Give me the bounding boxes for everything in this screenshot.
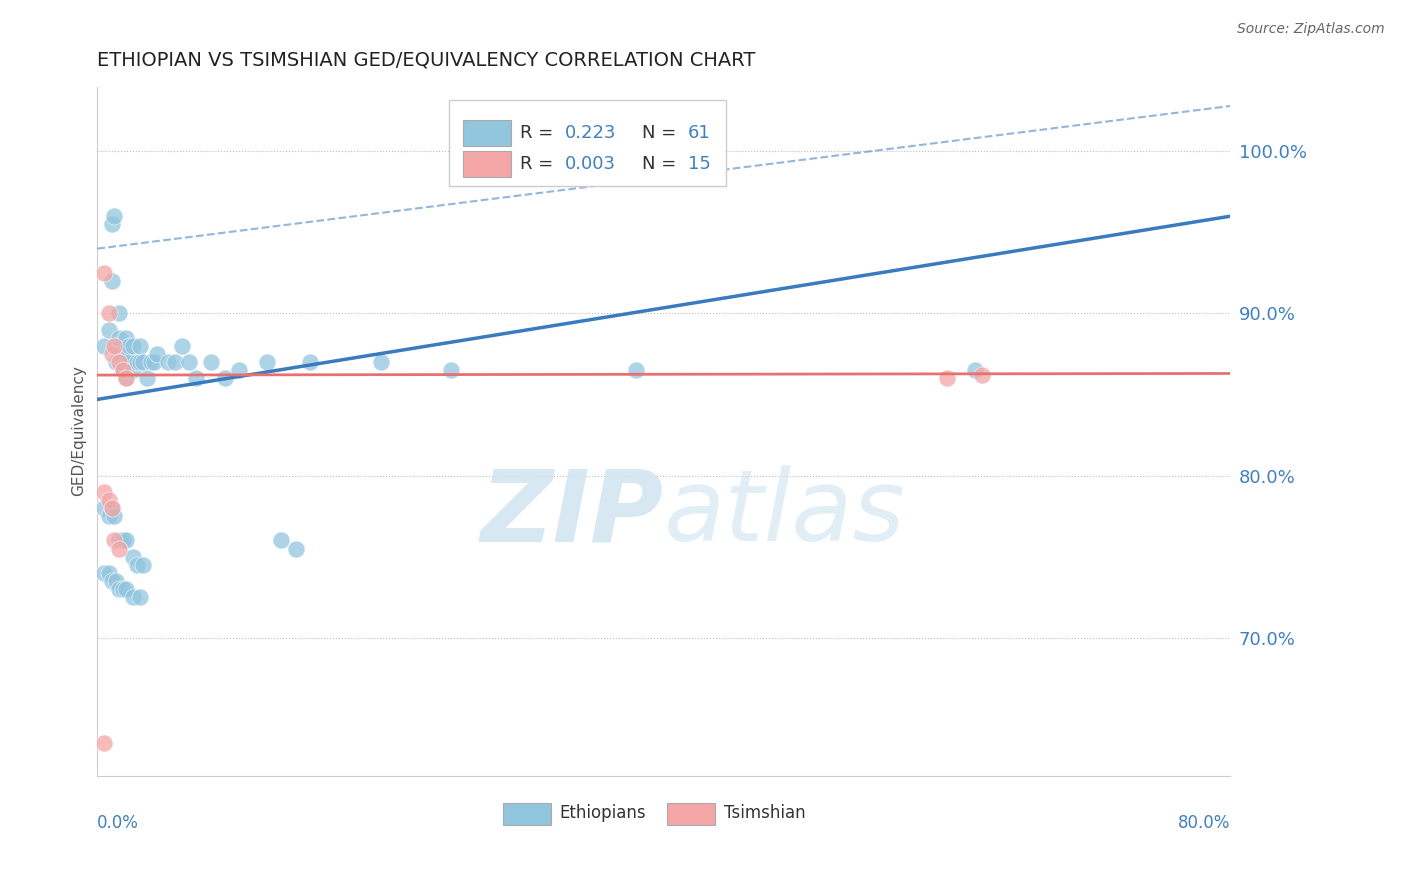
Text: Ethiopians: Ethiopians	[560, 805, 647, 822]
Point	[121, 363, 143, 377]
Point	[157, 355, 180, 369]
Point	[107, 355, 129, 369]
Text: Tsimshian: Tsimshian	[724, 805, 806, 822]
Point	[100, 501, 122, 516]
Point	[93, 484, 115, 499]
Point	[107, 582, 129, 596]
Point	[111, 582, 134, 596]
Text: 80.0%: 80.0%	[1178, 814, 1230, 832]
Point	[111, 363, 134, 377]
Point	[103, 509, 125, 524]
Point	[143, 355, 166, 369]
FancyBboxPatch shape	[464, 120, 510, 146]
Point	[93, 566, 115, 580]
Text: 15: 15	[688, 154, 710, 173]
Text: R =: R =	[520, 124, 560, 143]
Point	[114, 371, 136, 385]
Point	[370, 355, 392, 369]
Point	[135, 371, 157, 385]
Point	[100, 501, 122, 516]
Point	[97, 306, 120, 320]
Point	[131, 355, 153, 369]
Point	[104, 574, 127, 588]
Text: 0.003: 0.003	[565, 154, 616, 173]
Point	[100, 217, 122, 231]
Point	[121, 590, 143, 604]
Point	[200, 355, 222, 369]
Point	[111, 355, 134, 369]
Point	[298, 355, 321, 369]
Point	[128, 590, 150, 604]
Point	[93, 736, 115, 750]
FancyBboxPatch shape	[503, 803, 551, 825]
Point	[93, 339, 115, 353]
Point	[256, 355, 278, 369]
Point	[965, 363, 987, 377]
Text: ZIP: ZIP	[481, 466, 664, 562]
Point	[114, 331, 136, 345]
Text: N =: N =	[643, 124, 682, 143]
Text: 0.223: 0.223	[565, 124, 617, 143]
FancyBboxPatch shape	[464, 152, 510, 178]
Point	[107, 533, 129, 548]
Point	[117, 339, 139, 353]
Point	[141, 355, 163, 369]
Point	[440, 363, 463, 377]
Point	[121, 549, 143, 564]
Point	[284, 541, 307, 556]
Text: Source: ZipAtlas.com: Source: ZipAtlas.com	[1237, 22, 1385, 37]
Point	[179, 355, 201, 369]
Point	[117, 355, 139, 369]
Text: 0.0%: 0.0%	[97, 814, 139, 832]
Point	[186, 371, 208, 385]
Point	[125, 355, 148, 369]
Point	[103, 533, 125, 548]
Point	[270, 533, 292, 548]
Point	[125, 558, 148, 572]
Point	[97, 509, 120, 524]
Point	[146, 347, 169, 361]
Point	[103, 339, 125, 353]
Point	[131, 558, 153, 572]
Point	[104, 355, 127, 369]
FancyBboxPatch shape	[449, 100, 725, 186]
Point	[114, 582, 136, 596]
Text: ETHIOPIAN VS TSIMSHIAN GED/EQUIVALENCY CORRELATION CHART: ETHIOPIAN VS TSIMSHIAN GED/EQUIVALENCY C…	[97, 51, 756, 70]
Point	[972, 368, 994, 382]
Text: N =: N =	[643, 154, 682, 173]
Point	[624, 363, 647, 377]
Point	[97, 566, 120, 580]
Text: atlas: atlas	[664, 466, 905, 562]
Point	[107, 541, 129, 556]
Point	[111, 363, 134, 377]
Y-axis label: GED/Equivalency: GED/Equivalency	[72, 366, 86, 497]
Point	[128, 339, 150, 353]
Point	[93, 501, 115, 516]
Point	[165, 355, 187, 369]
Point	[114, 533, 136, 548]
Point	[107, 347, 129, 361]
Point	[107, 306, 129, 320]
Point	[172, 339, 194, 353]
Point	[121, 339, 143, 353]
Text: R =: R =	[520, 154, 560, 173]
Point	[103, 209, 125, 223]
Point	[111, 533, 134, 548]
Point	[100, 274, 122, 288]
Text: 61: 61	[688, 124, 710, 143]
Point	[93, 266, 115, 280]
Point	[214, 371, 236, 385]
Point	[100, 347, 122, 361]
Point	[100, 574, 122, 588]
Point	[97, 492, 120, 507]
Point	[97, 323, 120, 337]
FancyBboxPatch shape	[668, 803, 714, 825]
Point	[936, 371, 959, 385]
Point	[228, 363, 250, 377]
Point	[114, 347, 136, 361]
Point	[128, 355, 150, 369]
Point	[114, 371, 136, 385]
Point	[107, 331, 129, 345]
